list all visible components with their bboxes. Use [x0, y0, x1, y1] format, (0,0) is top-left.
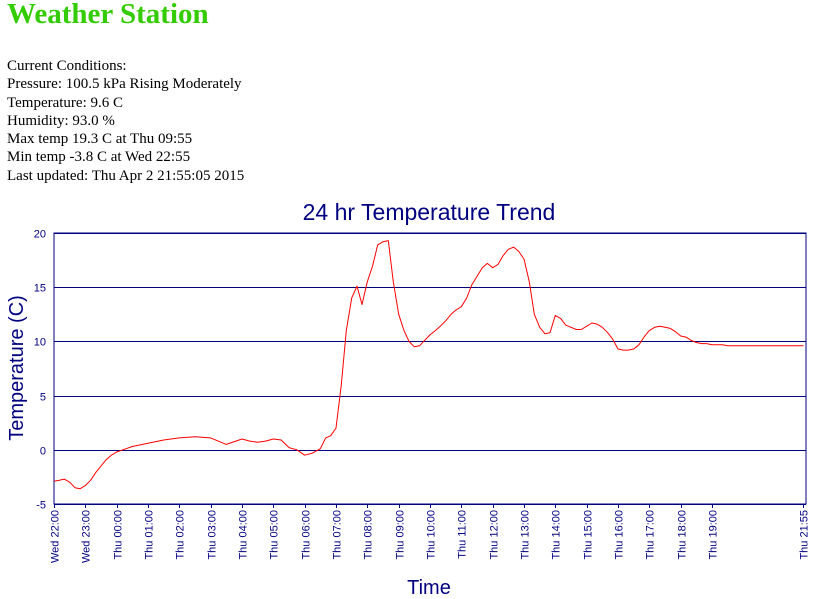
x-tick-label: Thu 09:00	[395, 510, 407, 560]
plot-frame	[53, 232, 807, 505]
y-tick-label: 0	[40, 446, 46, 458]
x-tick-label: Thu 00:00	[113, 510, 125, 560]
max-temp-reading: Max temp 19.3 C at Thu 09:55	[7, 131, 193, 148]
x-tick-label: Thu 04:00	[238, 510, 250, 560]
min-temp-reading: Min temp -3.8 C at Wed 22:55	[7, 149, 191, 166]
x-tick-label: Thu 16:00	[614, 510, 626, 560]
x-tick-label: Thu 21:55	[799, 510, 811, 560]
x-tick-label: Thu 15:00	[583, 510, 595, 560]
x-tick-label: Thu 19:00	[708, 510, 720, 560]
x-tick-label: Thu 08:00	[363, 510, 375, 560]
y-tick-label: 5	[40, 392, 46, 404]
temperature-trend-chart: 24 hr Temperature Trend Temperature (C) …	[6, 199, 811, 599]
x-tick-label: Thu 14:00	[551, 510, 563, 560]
temperature-series-line	[53, 240, 804, 490]
x-tick-label: Thu 06:00	[301, 510, 313, 560]
pressure-reading: Pressure: 100.5 kPa Rising Moderately	[7, 76, 242, 93]
current-conditions-panel: Current Conditions: Pressure: 100.5 kPa …	[7, 57, 244, 185]
humidity-reading: Humidity: 93.0 %	[7, 112, 115, 129]
series-layer	[53, 240, 804, 490]
y-axis-label: Temperature (C)	[6, 295, 28, 441]
temperature-reading: Temperature: 9.6 C	[7, 94, 123, 111]
x-tick-label: Thu 12:00	[489, 510, 501, 560]
x-tick-label: Thu 10:00	[426, 510, 438, 560]
gridlines	[54, 233, 806, 505]
y-tick-label: -5	[36, 500, 46, 512]
x-tick-label: Wed 23:00	[81, 510, 93, 563]
axes	[53, 232, 807, 508]
x-axis-label: Time	[407, 577, 451, 599]
x-tick-label: Wed 22:00	[50, 510, 62, 563]
tick-labels: -5 0 5 10 15 20 Wed 22:00 Wed 23:00 Thu 00:00 Thu…	[34, 229, 811, 564]
page-title: Weather Station	[7, 0, 209, 30]
conditions-heading: Current Conditions:	[7, 58, 127, 74]
chart-title: 24 hr Temperature Trend	[303, 199, 556, 225]
last-updated-text: Last updated: Thu Apr 2 21:55:05 2015	[7, 167, 245, 184]
x-tick-label: Thu 17:00	[645, 510, 657, 560]
x-tick-label: Thu 07:00	[332, 510, 344, 560]
x-tick-label: Thu 11:00	[457, 510, 469, 559]
x-tick-label: Thu 03:00	[207, 510, 219, 560]
y-tick-label: 10	[34, 337, 46, 349]
y-tick-label: 20	[34, 229, 46, 241]
x-tick-label: Thu 01:00	[144, 510, 156, 560]
x-tick-label: Thu 13:00	[520, 510, 532, 560]
x-tick-label: Thu 18:00	[677, 510, 689, 560]
x-tick-label: Thu 05:00	[269, 510, 281, 560]
y-tick-label: 15	[34, 283, 46, 295]
x-tick-label: Thu 02:00	[175, 510, 187, 560]
